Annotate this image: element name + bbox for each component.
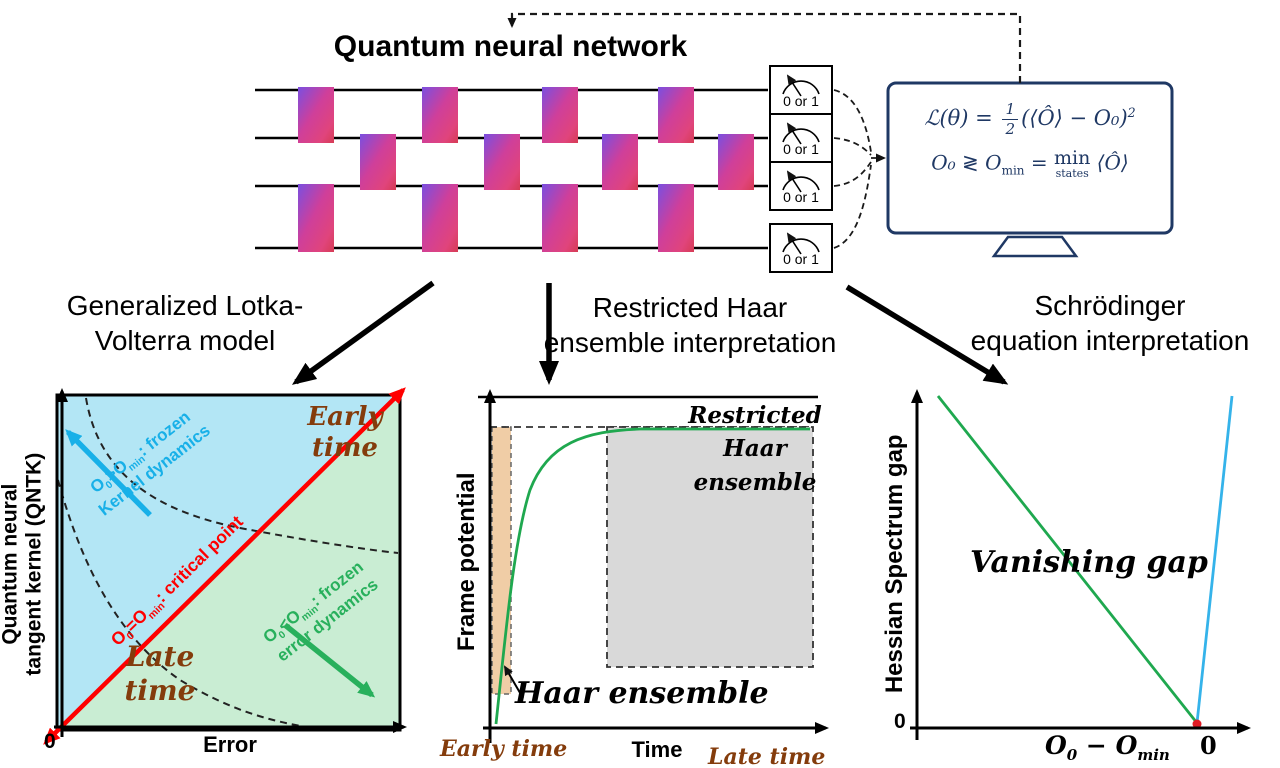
quantum-gate bbox=[658, 87, 694, 143]
quantum-gate bbox=[542, 184, 578, 252]
critical-line bbox=[43, 387, 406, 745]
early-time-label: Early time bbox=[307, 402, 383, 464]
lotka-plot bbox=[43, 387, 407, 745]
quantum-gate bbox=[658, 184, 694, 252]
loss-formula: ℒ(θ) = 1 2 (⟨Ô⟩ − O₀)2 O₀ ≷ Omin = min stat… bbox=[895, 100, 1165, 181]
gap-ascending-line bbox=[1195, 395, 1234, 724]
measurement-meter bbox=[769, 223, 833, 273]
branch-label-lotka: Generalized Lotka- Volterra model bbox=[66, 290, 304, 356]
haar-late-time-label: Late time bbox=[708, 744, 826, 768]
quantum-gate bbox=[422, 87, 458, 143]
branch-label-haar: Restricted Haar ensemble interpretation bbox=[543, 292, 837, 358]
quantum-gate bbox=[360, 134, 396, 190]
quantum-gate bbox=[602, 134, 638, 190]
lotka-xlabel: Error bbox=[203, 732, 257, 757]
frozen-error-arrow bbox=[283, 622, 376, 698]
monitor-stand bbox=[991, 235, 1079, 258]
formula-line-2: O₀ ≷ Omin = min states ⟨Ô⟩ bbox=[931, 147, 1129, 181]
haar-early-time-label: Early time bbox=[440, 736, 568, 762]
quantum-gate bbox=[298, 184, 334, 252]
quantum-gate bbox=[718, 134, 754, 190]
measurement-meter bbox=[769, 161, 833, 211]
meter-label: 0 or 1 bbox=[783, 251, 819, 267]
late-time-label: Late time bbox=[124, 640, 196, 707]
quantum-gate bbox=[298, 87, 334, 143]
gap-xlabel: O0 − Omin bbox=[1045, 731, 1170, 764]
branch-arrow-left bbox=[291, 280, 435, 385]
qnn-title: Quantum neural network bbox=[333, 30, 688, 63]
frame-potential-ylabel: Frame potential bbox=[453, 472, 481, 652]
hessian-ylabel: Hessian Spectrum gap bbox=[881, 434, 909, 694]
measurement-meters bbox=[769, 65, 833, 273]
gap-minimum-dot bbox=[1192, 719, 1202, 729]
quantum-gate bbox=[542, 87, 578, 143]
branch-arrows bbox=[291, 280, 1009, 385]
meter-label: 0 or 1 bbox=[783, 93, 819, 109]
frame-potential-axes bbox=[483, 389, 829, 743]
quantum-gate bbox=[484, 134, 520, 190]
vanishing-gap-label: Vanishing gap bbox=[970, 545, 1208, 580]
restricted-haar-label: Restricted Haar ensemble bbox=[688, 402, 822, 496]
formula-line-1: ℒ(θ) = 1 2 (⟨Ô⟩ − O₀)2 bbox=[924, 100, 1136, 139]
haar-ensemble-label: Haar ensemble bbox=[515, 676, 769, 711]
meter-label: 0 or 1 bbox=[783, 189, 819, 205]
monitor-outline bbox=[886, 81, 1174, 258]
lotka-origin-label: 0 bbox=[44, 730, 56, 753]
min-over-states: min states bbox=[1054, 147, 1091, 181]
hessian-plot bbox=[910, 389, 1251, 740]
hessian-origin-label: 0 bbox=[894, 710, 906, 733]
lotka-axes bbox=[54, 388, 407, 737]
meter-connector-lines bbox=[833, 89, 886, 249]
haar-leader-line bbox=[503, 665, 524, 699]
quantum-gates bbox=[298, 87, 754, 252]
time-xlabel: Time bbox=[631, 737, 683, 762]
feedback-loop-line bbox=[507, 12, 1022, 83]
branch-label-schrodinger: Schrödinger equation interpretation bbox=[970, 290, 1250, 356]
haar-band bbox=[491, 426, 512, 695]
restricted-haar-region bbox=[606, 426, 814, 668]
haar-plot bbox=[478, 389, 829, 743]
hessian-axes bbox=[910, 389, 1251, 740]
gap-descending-line bbox=[936, 395, 1199, 724]
branch-arrow-right bbox=[845, 284, 1009, 385]
quantum-gate bbox=[422, 184, 458, 252]
frame-potential-curve bbox=[494, 427, 810, 725]
measurement-meter bbox=[769, 65, 833, 115]
lotka-ylabel: Quantum neural tangent kernel (QNTK) bbox=[0, 452, 46, 676]
frozen-kernel-arrow bbox=[65, 429, 152, 517]
gap-zero-label: 0 bbox=[1200, 731, 1217, 760]
meter-label: 0 or 1 bbox=[783, 141, 819, 157]
